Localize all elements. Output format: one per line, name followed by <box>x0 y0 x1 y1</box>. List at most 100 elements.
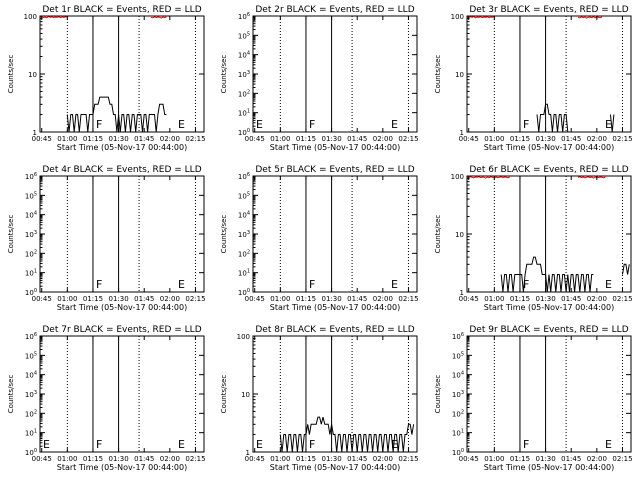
x-axis-label: Start Time (05-Nov-17 00:44:00) <box>270 143 400 152</box>
chart-panel: Det 4r BLACK = Events, RED = LLD F E 00:45 0… <box>7 165 206 312</box>
chart-title: Det 6r BLACK = Events, RED = LLD <box>469 165 628 175</box>
flag-marker-label: E <box>391 118 398 131</box>
y-tick-label: 102 <box>25 249 37 258</box>
chart-panel: Det 5r BLACK = Events, RED = LLD F E 00:45 0… <box>220 165 419 312</box>
plot-frame <box>252 175 418 293</box>
y-tick-label: 1 <box>33 129 37 137</box>
x-axis-label: Start Time (05-Nov-17 00:44:00) <box>270 463 400 472</box>
y-axis-label: Counts/sec <box>220 215 228 254</box>
y-tick-label: 106 <box>452 332 464 341</box>
y-tick-label: 100 <box>238 288 250 297</box>
x-axis-label: Start Time (05-Nov-17 00:44:00) <box>484 303 614 312</box>
y-tick-label: 100 <box>25 448 37 457</box>
x-tick-label: 01:30 <box>535 295 555 303</box>
y-tick-label: 103 <box>25 230 37 239</box>
y-tick-label: 102 <box>25 409 37 418</box>
x-tick-label: 01:45 <box>347 295 367 303</box>
chart-panel: Det 7r BLACK = Events, RED = LLD E F E 00:45… <box>7 325 206 472</box>
x-tick-label: 00:45 <box>245 295 265 303</box>
x-tick-label: 02:15 <box>398 135 418 143</box>
x-tick-label: 01:00 <box>270 135 290 143</box>
flag-marker-label: E <box>391 438 398 451</box>
y-tick-label: 101 <box>238 109 250 118</box>
y-axis-label: Counts/sec <box>220 55 228 94</box>
y-tick-label: 105 <box>25 351 37 360</box>
x-tick-label: 01:30 <box>108 295 128 303</box>
y-tick-label: 105 <box>238 31 250 40</box>
x-tick-label: 01:00 <box>57 135 77 143</box>
y-axis-label: Counts/sec <box>7 215 15 254</box>
x-tick-label: 02:15 <box>185 295 205 303</box>
x-tick-label: 01:45 <box>561 295 581 303</box>
chart-title: Det 2r BLACK = Events, RED = LLD <box>255 5 414 15</box>
y-tick-label: 103 <box>452 390 464 399</box>
x-tick-label: 01:00 <box>57 455 77 463</box>
x-tick-label: 00:45 <box>245 135 265 143</box>
y-tick-label: 102 <box>238 249 250 258</box>
x-tick-label: 01:00 <box>484 455 504 463</box>
x-tick-label: 02:00 <box>160 455 180 463</box>
lld-series-line <box>39 15 167 19</box>
y-tick-label: 1 <box>246 449 250 457</box>
y-tick-label: 100 <box>451 173 464 181</box>
x-tick-label: 02:00 <box>587 135 607 143</box>
x-tick-label: 01:00 <box>57 295 77 303</box>
flag-marker-label: E <box>178 438 185 451</box>
x-axis-label: Start Time (05-Nov-17 00:44:00) <box>484 463 614 472</box>
flag-marker-label: F <box>523 118 529 131</box>
plot-frame <box>466 335 632 453</box>
chart-panel: Det 6r BLACK = Events, RED = LLD F E 00:45 0… <box>434 165 633 312</box>
x-tick-label: 01:15 <box>296 455 316 463</box>
x-tick-label: 01:15 <box>510 295 530 303</box>
x-axis-label: Start Time (05-Nov-17 00:44:00) <box>57 303 187 312</box>
y-tick-label: 105 <box>238 191 250 200</box>
lld-series-line <box>466 176 606 179</box>
y-tick-label: 100 <box>452 448 464 457</box>
y-tick-label: 105 <box>25 191 37 200</box>
x-tick-label: 01:45 <box>347 455 367 463</box>
flag-marker-label: F <box>523 278 529 291</box>
x-axis-label: Start Time (05-Nov-17 00:44:00) <box>57 463 187 472</box>
events-series-line <box>66 96 167 133</box>
chart-panel: Det 8r BLACK = Events, RED = LLD E F E 00:45… <box>220 325 419 472</box>
chart-panel: Det 1r BLACK = Events, RED = LLD F E 00:45 0… <box>7 5 206 152</box>
chart-title: Det 8r BLACK = Events, RED = LLD <box>255 325 414 335</box>
x-tick-label: 01:30 <box>321 455 341 463</box>
x-tick-label: 02:15 <box>398 295 418 303</box>
y-tick-label: 100 <box>25 288 37 297</box>
y-tick-label: 101 <box>25 429 37 438</box>
x-tick-label: 02:00 <box>373 455 393 463</box>
y-axis-label: Counts/sec <box>434 375 442 414</box>
chart-title: Det 4r BLACK = Events, RED = LLD <box>42 165 201 175</box>
y-axis-label: Counts/sec <box>7 55 15 94</box>
x-tick-label: 01:15 <box>510 135 530 143</box>
chart-panel: Det 9r BLACK = Events, RED = LLD F E 00:45 0… <box>434 325 633 472</box>
plot-frame <box>252 15 418 133</box>
chart-panel: Det 2r BLACK = Events, RED = LLD E F E 00:45… <box>220 5 419 152</box>
chart-title: Det 9r BLACK = Events, RED = LLD <box>469 325 628 335</box>
x-tick-label: 02:15 <box>185 135 205 143</box>
x-tick-label: 01:15 <box>83 455 103 463</box>
flag-marker-label: F <box>96 118 102 131</box>
x-tick-label: 02:00 <box>373 295 393 303</box>
y-tick-label: 1 <box>460 289 464 297</box>
chart-panel: Det 3r BLACK = Events, RED = LLD F E 00:45 0… <box>434 5 633 152</box>
y-tick-label: 102 <box>452 409 464 418</box>
y-tick-label: 103 <box>25 390 37 399</box>
x-tick-label: 02:00 <box>160 135 180 143</box>
flag-marker-label: F <box>309 438 315 451</box>
x-tick-label: 00:45 <box>32 455 52 463</box>
flag-marker-label: E <box>256 438 263 451</box>
y-tick-label: 104 <box>452 371 464 380</box>
x-tick-label: 01:00 <box>270 295 290 303</box>
x-tick-label: 02:15 <box>185 455 205 463</box>
x-tick-label: 02:00 <box>587 295 607 303</box>
y-tick-label: 104 <box>238 51 250 60</box>
x-tick-label: 01:45 <box>134 135 154 143</box>
x-tick-label: 01:00 <box>270 455 290 463</box>
y-tick-label: 1 <box>460 129 464 137</box>
x-tick-label: 01:30 <box>321 135 341 143</box>
y-axis-label: Counts/sec <box>434 55 442 94</box>
lld-series-line <box>466 15 603 19</box>
chart-title: Det 7r BLACK = Events, RED = LLD <box>42 325 201 335</box>
